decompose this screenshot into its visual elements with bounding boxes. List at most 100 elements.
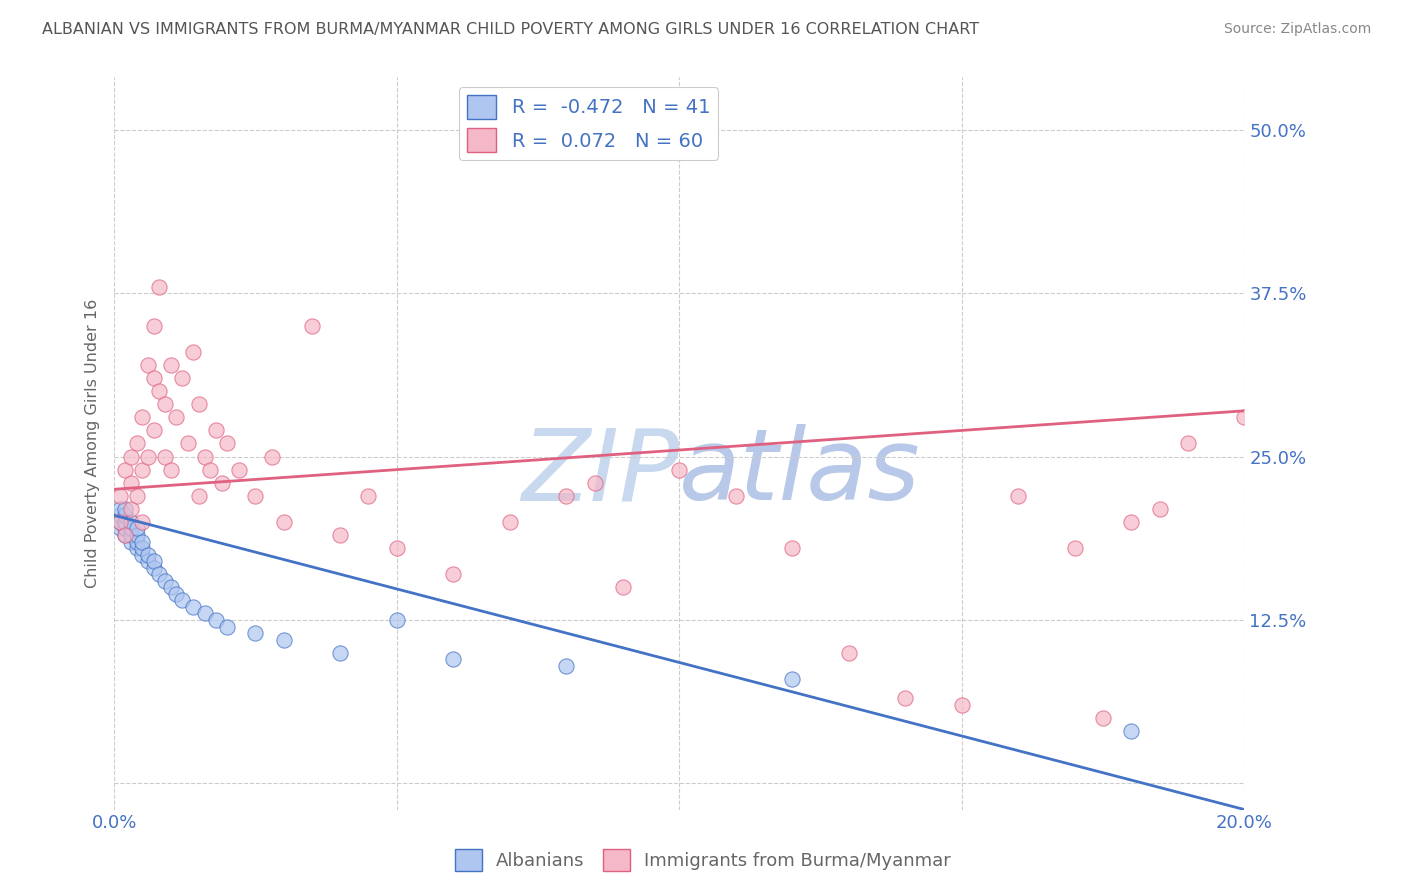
Point [114, 508, 136, 523]
Point [329, 646, 352, 660]
Point [114, 515, 136, 529]
Point [205, 424, 228, 438]
Point [1233, 410, 1256, 425]
Point [245, 489, 267, 503]
Point [120, 450, 142, 464]
Point [245, 626, 267, 640]
Text: Source: ZipAtlas.com: Source: ZipAtlas.com [1223, 22, 1371, 37]
Point [1063, 541, 1085, 555]
Point [108, 508, 131, 523]
Point [142, 318, 165, 333]
Point [153, 450, 176, 464]
Point [357, 489, 380, 503]
Point [1121, 515, 1143, 529]
Point [170, 371, 193, 385]
Point [131, 515, 153, 529]
Point [782, 672, 804, 686]
Point [148, 279, 170, 293]
Point [120, 475, 142, 490]
Point [114, 501, 136, 516]
Point [1007, 489, 1029, 503]
Text: ZIP: ZIP [522, 425, 679, 521]
Point [329, 528, 352, 542]
Point [555, 489, 578, 503]
Point [120, 534, 142, 549]
Point [170, 593, 193, 607]
Text: ALBANIAN VS IMMIGRANTS FROM BURMA/MYANMAR CHILD POVERTY AMONG GIRLS UNDER 16 COR: ALBANIAN VS IMMIGRANTS FROM BURMA/MYANMA… [42, 22, 980, 37]
Point [153, 574, 176, 588]
Point [194, 450, 217, 464]
Point [724, 489, 747, 503]
Point [668, 462, 690, 476]
Point [120, 521, 142, 535]
Point [217, 436, 239, 450]
Point [583, 475, 606, 490]
Point [176, 436, 198, 450]
Point [131, 548, 153, 562]
Point [125, 541, 148, 555]
Point [159, 358, 181, 372]
Point [1177, 436, 1199, 450]
Point [131, 410, 153, 425]
Point [136, 358, 159, 372]
Point [181, 345, 204, 359]
Point [108, 521, 131, 535]
Point [159, 462, 181, 476]
Point [159, 580, 181, 594]
Point [301, 318, 323, 333]
Point [273, 632, 295, 647]
Point [273, 515, 295, 529]
Point [165, 410, 187, 425]
Point [142, 424, 165, 438]
Point [148, 384, 170, 399]
Point [1149, 501, 1171, 516]
Point [120, 515, 142, 529]
Point [142, 554, 165, 568]
Point [211, 475, 233, 490]
Point [131, 541, 153, 555]
Point [385, 613, 408, 627]
Point [385, 541, 408, 555]
Point [125, 528, 148, 542]
Point [148, 567, 170, 582]
Point [188, 397, 211, 411]
Point [612, 580, 634, 594]
Point [894, 691, 917, 706]
Point [153, 397, 176, 411]
Point [441, 652, 464, 666]
Point [136, 450, 159, 464]
Point [441, 567, 464, 582]
Point [108, 515, 131, 529]
Point [131, 534, 153, 549]
Point [125, 521, 148, 535]
Point [194, 607, 217, 621]
Point [131, 462, 153, 476]
Point [114, 462, 136, 476]
Point [499, 515, 522, 529]
Point [200, 462, 222, 476]
Legend: R =  -0.472   N = 41, R =  0.072   N = 60: R = -0.472 N = 41, R = 0.072 N = 60 [460, 87, 718, 160]
Point [142, 371, 165, 385]
Point [108, 515, 131, 529]
Point [108, 489, 131, 503]
Point [262, 450, 284, 464]
Text: atlas: atlas [679, 425, 921, 521]
Point [217, 619, 239, 633]
Point [114, 521, 136, 535]
Point [181, 599, 204, 614]
Point [125, 534, 148, 549]
Point [555, 658, 578, 673]
Point [114, 528, 136, 542]
Point [125, 436, 148, 450]
Point [120, 528, 142, 542]
Point [114, 528, 136, 542]
Point [950, 698, 973, 712]
Point [188, 489, 211, 503]
Point [838, 646, 860, 660]
Point [228, 462, 250, 476]
Point [205, 613, 228, 627]
Point [1121, 724, 1143, 739]
Point [136, 554, 159, 568]
Point [120, 501, 142, 516]
Point [142, 560, 165, 574]
